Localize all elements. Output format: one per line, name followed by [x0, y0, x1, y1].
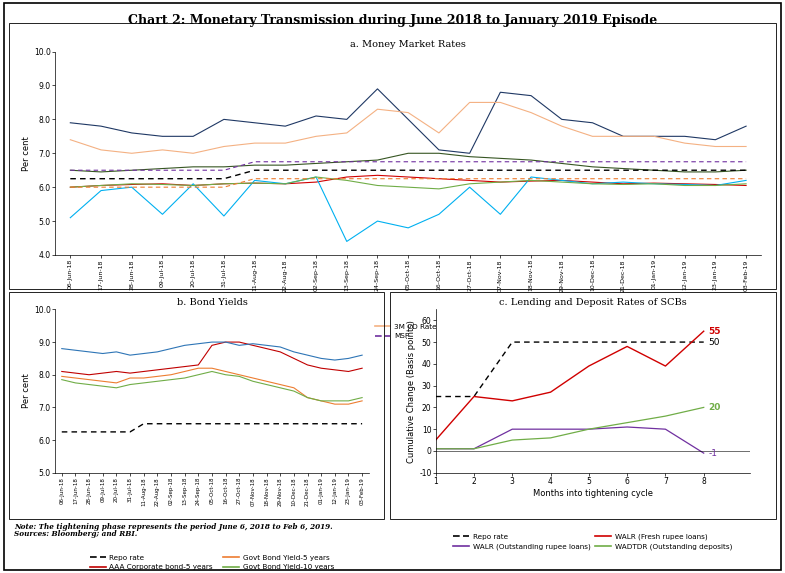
Title: a. Money Market Rates: a. Money Market Rates	[350, 41, 466, 49]
Text: -1: -1	[708, 449, 717, 458]
Text: Chart 2: Monetary Transmission during June 2018 to January 2019 Episode: Chart 2: Monetary Transmission during Ju…	[128, 14, 657, 28]
Y-axis label: Per cent: Per cent	[22, 374, 31, 409]
Text: Sources: Bloomberg; and RBI.: Sources: Bloomberg; and RBI.	[14, 530, 137, 538]
Title: c. Lending and Deposit Rates of SCBs: c. Lending and Deposit Rates of SCBs	[498, 299, 687, 307]
Legend: WACR, Triparty repo, Market repo, Repo rate, 3M CD Rate, MSF, Reverse repo rate,: WACR, Triparty repo, Market repo, Repo r…	[232, 324, 585, 339]
X-axis label: Months into tightening cycle: Months into tightening cycle	[533, 489, 652, 498]
Y-axis label: Per cent: Per cent	[22, 136, 31, 171]
Legend: Repo rate, WALR (Outstanding rupee loans), WALR (Fresh rupee loans), WADTDR (Out: Repo rate, WALR (Outstanding rupee loans…	[454, 533, 732, 550]
Legend: Repo rate, AAA Corporate bond-5 years, AAA Corporate bond-10 years, Govt Bond Yi: Repo rate, AAA Corporate bond-5 years, A…	[89, 555, 334, 573]
Text: 55: 55	[708, 327, 721, 336]
Title: b. Bond Yields: b. Bond Yields	[177, 299, 247, 307]
Text: Note: The tightening phase represents the period June 6, 2018 to Feb 6, 2019.: Note: The tightening phase represents th…	[14, 523, 333, 531]
Text: 20: 20	[708, 403, 721, 412]
Y-axis label: Cumulative Change (Basis points): Cumulative Change (Basis points)	[407, 320, 416, 462]
Text: 50: 50	[708, 337, 720, 347]
